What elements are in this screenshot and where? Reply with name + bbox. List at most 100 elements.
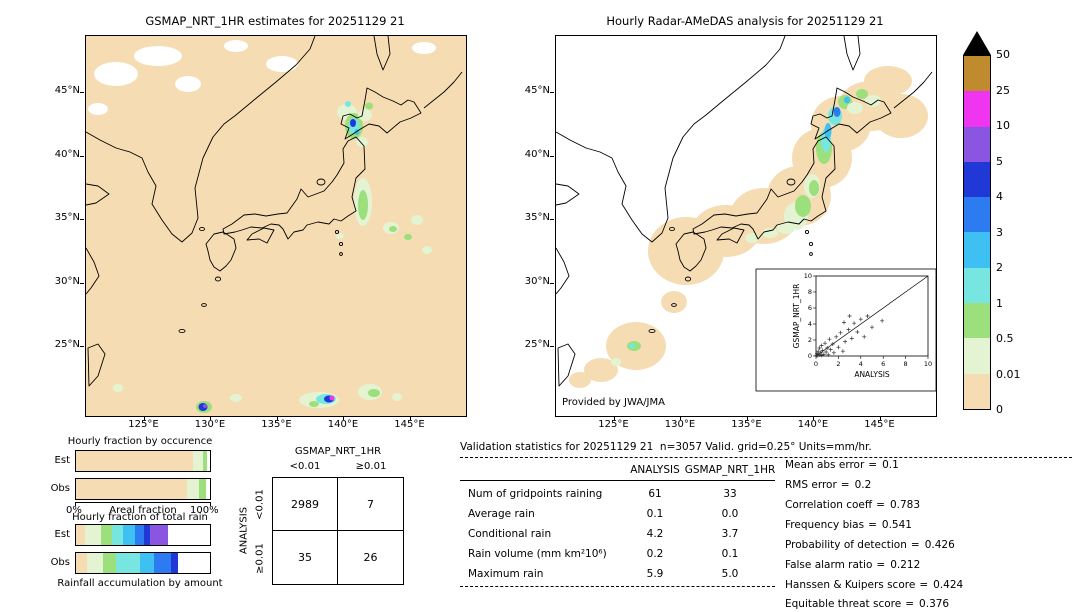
stats-analysis-value: 4.2 — [646, 528, 664, 540]
equals-sign: = — [876, 559, 886, 571]
scatter-point — [838, 330, 843, 335]
stats-row: Average rain 0.1 0.0 — [460, 508, 800, 524]
right-map-ytick-mark — [550, 155, 554, 157]
colorbar-label: 0.01 — [996, 367, 1021, 381]
bar-segment — [207, 451, 210, 471]
bar-segment — [192, 451, 204, 471]
bar-segment — [168, 525, 210, 545]
left-map-ytick-mark — [80, 282, 84, 284]
stats-row: Rain volume (mm km²10⁶) 0.2 0.1 — [460, 548, 800, 564]
scatter-point — [870, 325, 874, 330]
totalrain-obs-bar — [75, 552, 211, 574]
scatter-point — [817, 346, 822, 350]
bar-segment — [116, 553, 141, 573]
left-map-ytick-label: 35°N — [54, 212, 80, 224]
metric-row: Probability of detection = 0.426 — [785, 539, 1077, 551]
right-map-xtick-mark — [680, 416, 681, 420]
bar-segment — [153, 553, 172, 573]
metric-value: 0.2 — [854, 479, 872, 491]
equals-sign: = — [868, 519, 877, 531]
scatter-point — [818, 350, 823, 355]
occurrence-axis-label: Areal fraction — [109, 505, 177, 516]
right-map-xtick-mark — [813, 416, 814, 420]
inset-tick-labels: 0 2 4 6 8 10 0 2 4 6 8 10 — [804, 272, 932, 368]
left-map-xtick-mark — [210, 416, 211, 420]
contingency-cell-hit: 26 — [363, 551, 378, 564]
metric-value: 0.426 — [924, 539, 955, 551]
left-map-xtick-label: 130°E — [194, 419, 226, 430]
totalrain-caption: Rainfall accumulation by amount — [57, 578, 223, 589]
metric-label: Hanssen & Kuipers score — [785, 579, 916, 591]
bar-segment — [101, 525, 113, 545]
metric-row: Hanssen & Kuipers score = 0.424 — [785, 579, 1077, 591]
contingency-table: 2989 7 35 26 — [272, 477, 404, 585]
metric-row: Equitable threat score = 0.376 — [785, 598, 1077, 610]
gsmap-nodata-gaps — [88, 40, 436, 115]
equals-sign: = — [905, 598, 915, 610]
inset-xlabel: ANALYSIS — [854, 370, 890, 379]
inset-scatterplot: 0 2 4 6 8 10 0 2 4 6 8 10 ANALYSIS GSMAP… — [755, 268, 936, 392]
right-map-xtick-mark — [879, 416, 881, 420]
metric-value: 0.376 — [919, 598, 950, 610]
right-map-title: Hourly Radar-AMeDAS analysis for 2025112… — [606, 14, 884, 28]
stats-row-label: Rain volume (mm km²10⁶) — [468, 548, 607, 560]
contingency-col-label-ge: ≥0.01 — [355, 461, 387, 472]
scatter-point — [819, 343, 824, 348]
right-map-ytick-label: 30°N — [524, 275, 550, 287]
stats-gsmap-value: 0.1 — [721, 548, 739, 560]
metric-row: False alarm ratio = 0.212 — [785, 559, 1077, 571]
left-map-xtick-mark — [343, 416, 344, 420]
right-map-ytick-label: 45°N — [524, 85, 550, 96]
svg-text:6: 6 — [808, 304, 812, 312]
scatter-point — [819, 353, 824, 358]
occurrence-est-label: Est — [54, 455, 70, 466]
scatter-point — [823, 341, 827, 346]
right-map-xtick-label: 130°E — [664, 419, 696, 430]
bar-segment — [199, 479, 206, 499]
scatter-point — [820, 348, 825, 353]
stats-row-label: Average rain — [468, 508, 535, 520]
data-credit: Provided by JWA/JMA — [562, 397, 665, 408]
stats-row: Conditional rain 4.2 3.7 — [460, 528, 800, 544]
left-map-xtick-mark — [409, 416, 411, 420]
radar-coverage — [569, 66, 928, 388]
left-map-ytick-mark — [80, 92, 84, 93]
totalrain-est-bar — [75, 524, 211, 546]
left-map-ytick-label: 30°N — [54, 275, 80, 287]
colorbar-label: 4 — [996, 190, 1003, 203]
metric-row: Correlation coeff = 0.783 — [785, 499, 1077, 511]
left-map-xtick-label: 145°E — [394, 419, 425, 430]
occurrence-est-bar — [75, 450, 211, 472]
colorbar-label: 10 — [996, 119, 1010, 132]
stats-header-underline — [460, 480, 775, 481]
right-map-xtick-mark — [746, 416, 748, 420]
bar-segment — [122, 525, 135, 545]
svg-text:4: 4 — [808, 320, 812, 328]
inset-tick-marks — [813, 275, 929, 359]
right-map-xtick-label: 140°E — [797, 419, 829, 430]
colorbar-label: 25 — [996, 83, 1010, 97]
scatter-point — [830, 342, 835, 346]
bar-segment — [144, 525, 150, 545]
scatter-point — [815, 351, 820, 356]
bar-segment — [187, 479, 200, 499]
stats-analysis-value: 61 — [648, 488, 662, 500]
left-map-xtick-label: 125°E — [128, 419, 159, 430]
equals-sign: = — [919, 579, 929, 591]
scatter-point — [855, 330, 860, 334]
bar-segment — [76, 479, 188, 499]
colorbar-cell — [964, 373, 990, 409]
colorbar-label: 3 — [996, 225, 1003, 239]
scatter-point — [824, 350, 829, 354]
bar-segment — [76, 525, 86, 545]
equals-sign: = — [910, 539, 920, 551]
contingency-cell-miss: 35 — [273, 531, 338, 584]
contingency-col-group: GSMAP_NRT_1HR — [294, 446, 382, 457]
metric-row: Mean abs error = 0.1 — [785, 459, 1077, 471]
scatter-point — [826, 352, 831, 357]
radar-precipitation — [611, 89, 881, 366]
scatter-point — [831, 350, 836, 355]
radar-amedas-map: 0 2 4 6 8 10 0 2 4 6 8 10 ANALYSIS GSMAP… — [555, 35, 937, 417]
metric-value: 0.783 — [889, 499, 921, 511]
occurrence-axis-max: 100% — [190, 505, 219, 516]
